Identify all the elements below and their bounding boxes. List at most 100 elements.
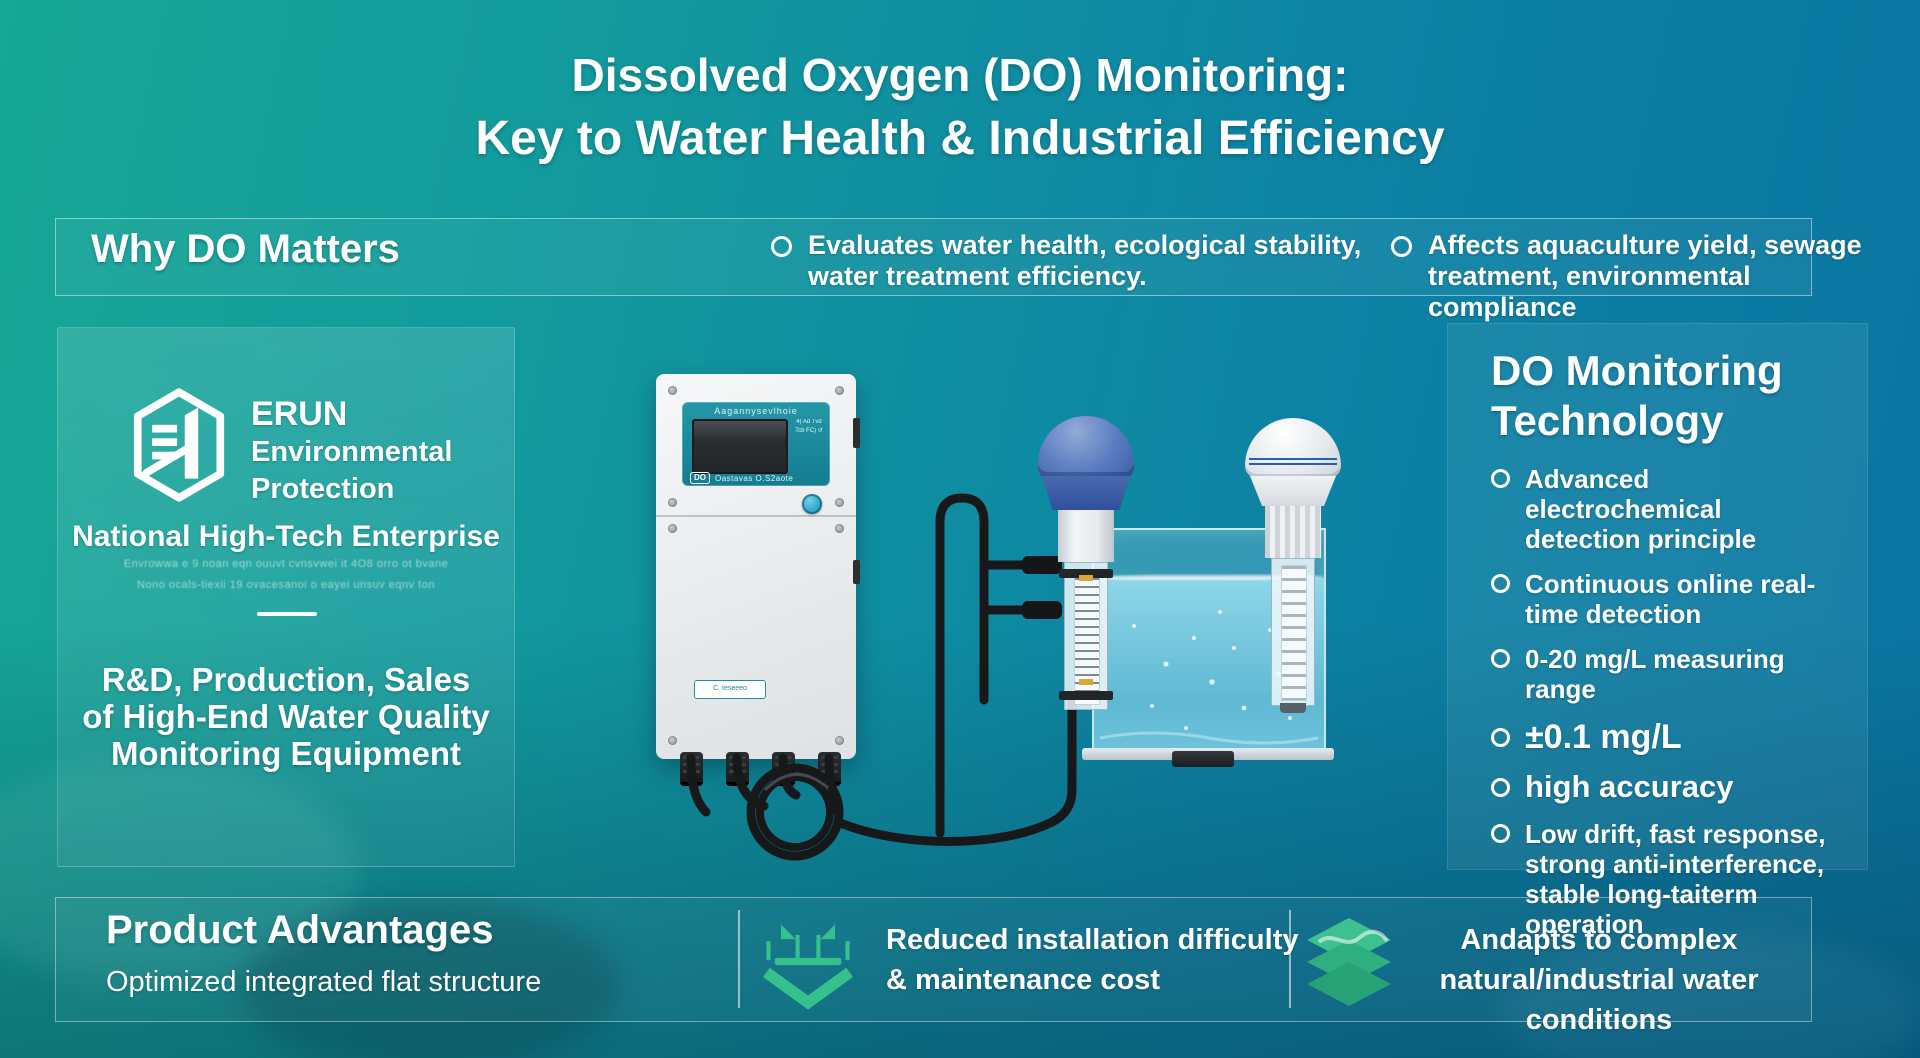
tech-bullet-3: 0-20 mg/L measuring range — [1491, 644, 1843, 704]
controller-faceplate: Aagannysevlhoie 4) Ad Tvd Tcb FC) ↺ DO O… — [682, 402, 830, 486]
probe-neck — [1265, 506, 1321, 558]
technology-bullet-list: Advanced electrochemical detection princ… — [1491, 464, 1843, 954]
tube-clamp — [1059, 569, 1113, 578]
technology-panel: DO Monitoring Technology Advanced electr… — [1447, 323, 1868, 939]
company-panel: ERUN Environmental Protection National H… — [57, 327, 515, 867]
bubbles-group — [1099, 610, 1319, 745]
bullet-ring-icon — [771, 236, 792, 257]
why-bullet-2: Affects aquaculture yield, sewage treatm… — [1391, 230, 1866, 323]
tech-bullet-3-text: 0-20 mg/L measuring range — [1525, 644, 1785, 704]
tech-bullet-2-text: Continuous online real-time detection — [1525, 569, 1816, 629]
description-line-2: of High-End Water Quality — [82, 698, 490, 735]
screw — [835, 524, 844, 533]
bullet-ring-icon — [1491, 824, 1510, 843]
power-button — [802, 494, 822, 514]
do-badge: DO — [690, 472, 710, 484]
company-description: R&D, Production, Sales of High-End Water… — [58, 661, 514, 772]
probe-neck — [1058, 510, 1114, 562]
why-bullet-1: Evaluates water health, ecological stabi… — [771, 230, 1383, 292]
bullet-ring-icon — [1491, 574, 1510, 593]
faceplate-caption-row: DO Oastavas O.S2aote — [690, 472, 830, 484]
technology-heading-line1: DO Monitoring — [1491, 347, 1783, 394]
probe-band — [1042, 476, 1130, 510]
title-line-1: Dissolved Oxygen (DO) Monitoring: — [571, 49, 1349, 101]
tube-clamp — [1059, 691, 1113, 700]
probe-cap — [1245, 418, 1341, 478]
probe-measuring-tube — [1059, 562, 1113, 710]
description-line-1: R&D, Production, Sales — [101, 661, 471, 698]
advantage-item-1-text: Reduced installation difficulty & mainte… — [886, 920, 1299, 1000]
why-heading: Why DO Matters — [91, 227, 400, 271]
advantages-heading: Product Advantages — [106, 908, 494, 952]
screw — [668, 386, 677, 395]
screw — [835, 498, 844, 507]
side-connector — [853, 560, 860, 584]
enterprise-subtitle: National High-Tech Enterprise — [72, 520, 500, 553]
layers-icon — [1307, 918, 1391, 1006]
advantages-subtitle: Optimized integrated flat structure — [106, 966, 542, 998]
bullet-ring-icon — [1491, 649, 1510, 668]
probe-tip — [1280, 703, 1306, 713]
probe-band — [1250, 476, 1336, 506]
bullet-ring-icon — [1491, 728, 1510, 747]
product-advantages-section: Product Advantages Optimized integrated … — [55, 897, 1812, 1036]
description-line-3: Monitoring Equipment — [110, 735, 462, 772]
technology-heading-line2: Technology — [1491, 397, 1724, 444]
divider — [738, 910, 740, 1008]
advantage-1-line2: & maintenance cost — [886, 964, 1160, 996]
do-sensor-probe-white — [1245, 418, 1341, 713]
side-connector — [853, 418, 860, 448]
screw — [668, 498, 677, 507]
brand-line-2: Environmental — [251, 436, 453, 468]
advantage-item-2-text: Andapts to complex natural/industrial wa… — [1414, 920, 1784, 1040]
advantage-1-line1: Reduced installation difficulty — [886, 924, 1299, 956]
do-controller-device: Aagannysevlhoie 4) Ad Tvd Tcb FC) ↺ DO O… — [656, 374, 860, 786]
screw — [668, 524, 677, 533]
sprout-arrow-icon — [763, 924, 853, 1010]
graduated-scale — [1074, 569, 1100, 705]
screw — [835, 736, 844, 745]
advantage-2-line2: natural/industrial water conditions — [1439, 964, 1759, 1036]
tank-clamp — [1172, 751, 1234, 767]
fine-print-2: Nono ocals-tiexii 19 ovacesanoi o eayei … — [137, 579, 435, 591]
lcd-screen — [692, 419, 788, 474]
fine-print-1: Envrowwa e 9 noan eqn ouuvt cvnsvwei it … — [123, 558, 449, 570]
probe-measuring-tube — [1271, 558, 1315, 713]
screw — [835, 386, 844, 395]
enclosure-seam — [656, 515, 856, 517]
probe-cap — [1038, 416, 1134, 478]
screw — [668, 736, 677, 745]
divider — [1289, 910, 1291, 1008]
title-line-2: Key to Water Health & Industrial Efficie… — [475, 112, 1445, 165]
advantage-2-line1: Andapts to complex — [1460, 924, 1738, 956]
technology-heading: DO Monitoring Technology — [1491, 346, 1783, 446]
tech-bullet-4-text: ±0.1 mg/L — [1525, 718, 1682, 756]
erun-logo-icon — [133, 388, 225, 502]
faceplate-caption: Oastavas O.S2aote — [715, 473, 794, 483]
tech-bullet-5-text: high accuracy — [1525, 769, 1734, 804]
why-do-matters-section: Why DO Matters Evaluates water health, e… — [55, 218, 1862, 322]
tech-bullet-1: Advanced electrochemical detection princ… — [1491, 464, 1843, 554]
brand-name: ERUN Environmental Protection — [251, 394, 452, 508]
tech-bullet-5: high accuracy — [1491, 770, 1843, 804]
device-label: C. teseeeo — [694, 680, 766, 699]
bullet-ring-icon — [1391, 236, 1412, 257]
poster-title: Dissolved Oxygen (DO) Monitoring: Key to… — [0, 44, 1920, 172]
tech-bullet-1-text: Advanced electrochemical detection princ… — [1525, 464, 1757, 554]
divider — [257, 612, 317, 616]
tech-bullet-6-text: Low drift, fast response, strong anti-in… — [1525, 819, 1826, 939]
do-sensor-probe-blue — [1038, 416, 1134, 710]
tech-bullet-6: Low drift, fast response, strong anti-in… — [1491, 819, 1843, 939]
electrode-contact — [1079, 679, 1093, 685]
why-bullet-2-text: Affects aquaculture yield, sewage treatm… — [1428, 230, 1862, 322]
key-labels: 4) Ad Tvd Tcb FC) ↺ — [795, 419, 823, 434]
bullet-ring-icon — [1491, 469, 1510, 488]
faceplate-title: Aagannysevlhoie — [714, 406, 798, 416]
brand-line-1: ERUN — [251, 395, 348, 433]
graduated-scale — [1281, 565, 1307, 701]
why-bullet-1-text: Evaluates water health, ecological stabi… — [808, 230, 1362, 291]
electrode-contact — [1079, 575, 1093, 581]
tech-bullet-4: ±0.1 mg/L — [1491, 719, 1843, 755]
